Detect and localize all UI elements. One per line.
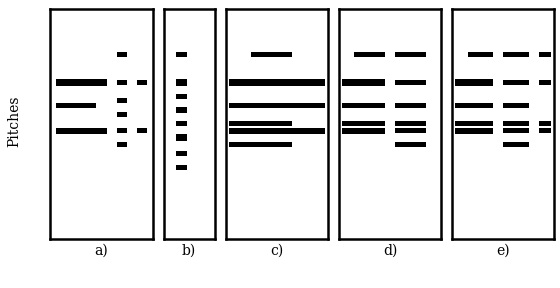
Bar (251, 52, 292, 57)
Bar (395, 142, 426, 147)
Bar (503, 80, 529, 85)
Bar (503, 52, 529, 57)
Bar (117, 52, 127, 57)
Bar (117, 80, 127, 85)
Bar (395, 103, 426, 108)
Text: Pitches: Pitches (7, 95, 21, 147)
Bar (117, 98, 127, 103)
Bar (354, 52, 385, 57)
Bar (55, 79, 106, 86)
Bar (395, 128, 426, 133)
Bar (455, 103, 493, 108)
Bar (342, 128, 385, 134)
Bar (539, 52, 552, 57)
Bar (395, 80, 426, 85)
X-axis label: a): a) (95, 243, 109, 257)
X-axis label: c): c) (270, 243, 283, 257)
Bar (137, 128, 147, 133)
Bar (539, 121, 552, 126)
Bar (176, 121, 186, 126)
Bar (229, 121, 292, 126)
X-axis label: d): d) (383, 243, 397, 257)
Bar (229, 128, 325, 134)
Bar (176, 79, 186, 86)
Bar (176, 94, 186, 99)
Bar (117, 142, 127, 147)
Bar (342, 121, 385, 126)
Bar (117, 112, 127, 117)
Bar (176, 52, 186, 57)
Bar (229, 103, 325, 108)
Bar (176, 165, 186, 170)
Bar (229, 142, 292, 147)
Bar (455, 121, 493, 126)
Bar (395, 52, 426, 57)
Bar (137, 80, 147, 85)
X-axis label: b): b) (182, 243, 197, 257)
Bar (229, 79, 325, 86)
Bar (55, 128, 106, 134)
Bar (342, 103, 385, 108)
Bar (55, 103, 96, 108)
Bar (395, 121, 426, 126)
Bar (117, 128, 127, 133)
Bar (539, 128, 552, 133)
Bar (468, 52, 493, 57)
Bar (176, 107, 186, 113)
Bar (503, 142, 529, 147)
Bar (455, 128, 493, 134)
Bar (503, 103, 529, 108)
Bar (503, 128, 529, 133)
Bar (176, 151, 186, 156)
Bar (455, 79, 493, 86)
Bar (539, 80, 552, 85)
X-axis label: e): e) (497, 243, 510, 257)
Bar (176, 134, 186, 141)
Bar (503, 121, 529, 126)
Bar (342, 79, 385, 86)
